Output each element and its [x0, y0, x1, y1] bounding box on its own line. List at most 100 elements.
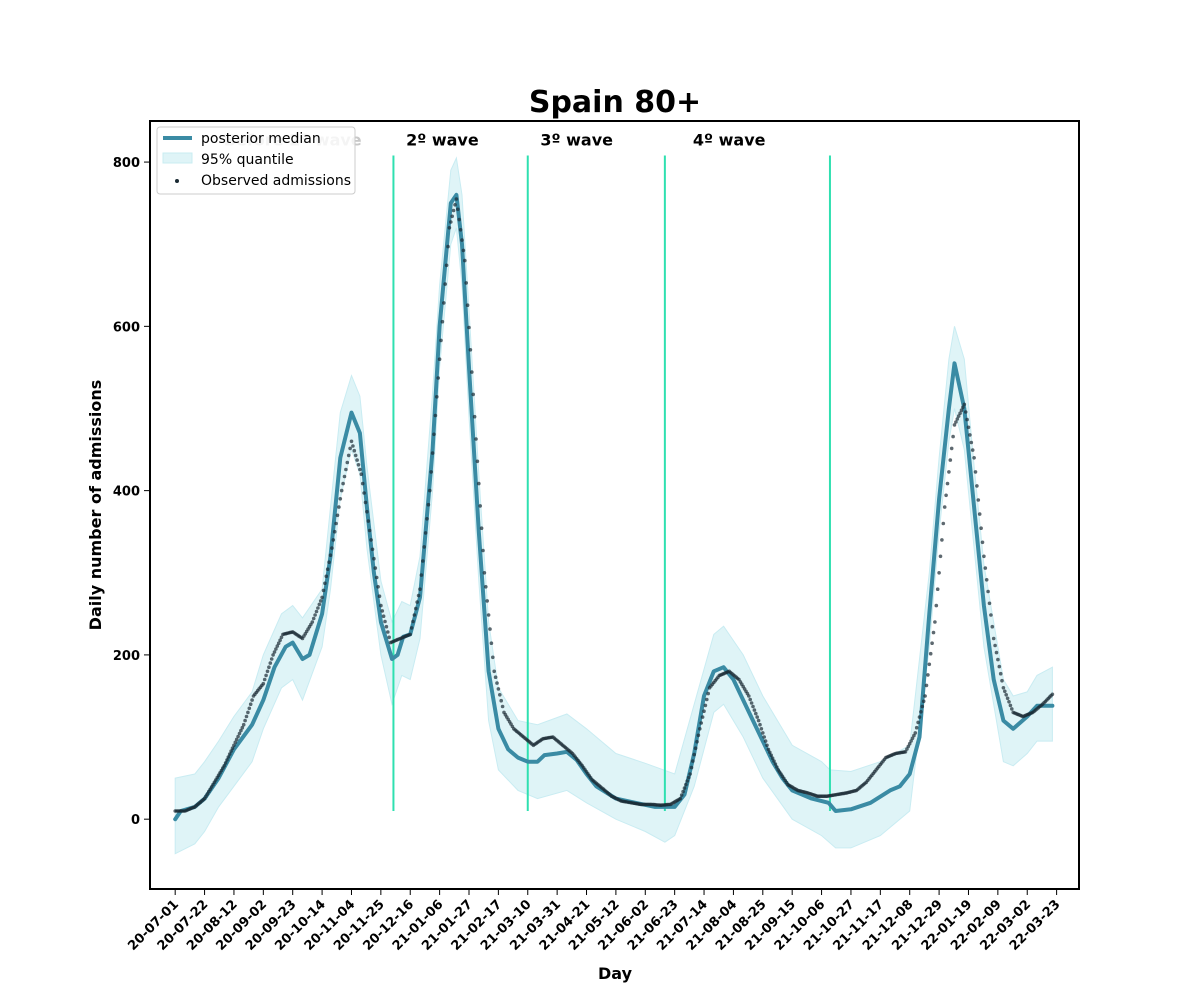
- observed-point-414: [752, 708, 757, 712]
- observed-point-129: [353, 453, 358, 458]
- observed-point-124: [346, 453, 351, 458]
- observed-point-200: [453, 203, 457, 207]
- observed-point-422: [763, 739, 768, 743]
- observed-point-533: [919, 710, 923, 714]
- observed-point-139: [367, 528, 372, 533]
- observed-point-216: [475, 459, 480, 464]
- observed-point-210: [467, 325, 471, 330]
- observed-point-592: [1001, 686, 1006, 690]
- observed-point-121: [342, 474, 347, 479]
- observed-point-583: [989, 613, 993, 617]
- observed-point-185: [432, 432, 436, 437]
- median-line-layer: [173, 192, 1055, 822]
- observed-point-379: [703, 703, 708, 708]
- observed-point-220: [481, 548, 485, 553]
- observed-point-532: [917, 715, 922, 719]
- observed-point-65: [264, 673, 268, 678]
- observed-point-197: [449, 220, 453, 224]
- observed-point-177: [421, 559, 425, 563]
- observed-point-110: [327, 560, 331, 564]
- observed-point-100: [313, 613, 317, 617]
- observed-point-370: [691, 759, 695, 763]
- observed-point-564: [962, 402, 967, 407]
- observed-point-559: [955, 417, 960, 421]
- observed-point-574: [976, 498, 981, 502]
- wave-label-3: 3º wave: [540, 131, 613, 150]
- observed-point-233: [499, 698, 504, 703]
- observed-point-122: [344, 467, 348, 472]
- observed-point-413: [751, 704, 755, 709]
- observed-point-148: [380, 609, 385, 613]
- observed-point-580: [984, 578, 989, 582]
- observed-point-169: [409, 626, 414, 630]
- observed-point-143: [373, 566, 378, 570]
- quantile-band: [174, 156, 1053, 855]
- observed-point-109: [325, 567, 330, 571]
- observed-point-211: [468, 348, 473, 352]
- observed-point-361: [678, 796, 683, 801]
- observed-point-213: [471, 392, 476, 397]
- observed-point-221: [482, 571, 487, 575]
- observed-point-76: [279, 635, 284, 640]
- observed-point-123: [345, 460, 350, 465]
- observed-point-554: [948, 458, 953, 462]
- y-tick-label-600: 600: [113, 320, 140, 335]
- observed-point-561: [958, 411, 962, 416]
- observed-point-146: [377, 594, 382, 598]
- observed-point-576: [979, 526, 983, 530]
- observed-point-186: [433, 413, 438, 418]
- observed-point-192: [442, 301, 446, 305]
- observed-point-227: [491, 655, 495, 660]
- observed-point-368: [688, 772, 692, 776]
- observed-point-52: [246, 710, 250, 715]
- observed-point-419: [759, 727, 764, 731]
- observed-points-layer: [173, 197, 1055, 813]
- legend-label-observed: Observed admissions: [201, 173, 351, 189]
- observed-point-362: [679, 793, 684, 797]
- observed-point-553: [947, 470, 951, 474]
- observed-point-199: [451, 208, 456, 213]
- observed-point-138: [366, 519, 371, 523]
- observed-point-66: [265, 669, 270, 674]
- observed-point-136: [363, 500, 368, 505]
- observed-point-73: [275, 644, 280, 648]
- legend-label-median: posterior median: [201, 131, 321, 147]
- observed-point-72: [274, 647, 278, 651]
- observed-point-534: [920, 704, 925, 709]
- observed-point-578: [982, 554, 986, 559]
- observed-point-189: [437, 357, 442, 362]
- observed-point-369: [689, 765, 694, 770]
- observed-point-525: [907, 741, 912, 746]
- observed-point-131: [356, 463, 361, 467]
- observed-point-48: [240, 725, 245, 730]
- observed-point-151: [384, 624, 389, 629]
- observed-point-67: [267, 665, 271, 669]
- observed-point-198: [450, 214, 455, 219]
- observed-point-172: [414, 606, 418, 611]
- observed-point-133: [359, 472, 364, 477]
- observed-point-128: [352, 448, 357, 453]
- observed-point-132: [358, 467, 362, 472]
- observed-point-597: [1008, 703, 1013, 708]
- observed-point-152: [386, 630, 390, 634]
- observed-point-427: [770, 756, 775, 760]
- observed-point-130: [355, 458, 359, 462]
- observed-point-174: [416, 593, 421, 598]
- observed-point-366: [685, 779, 690, 783]
- observed-point-144: [374, 575, 379, 580]
- y-axis-label: Daily number of admissions: [86, 380, 105, 631]
- observed-point-168: [408, 632, 413, 637]
- observed-point-193: [443, 282, 448, 286]
- observed-point-135: [362, 491, 366, 495]
- observed-point-117: [337, 505, 341, 509]
- observed-point-528: [912, 733, 916, 738]
- observed-point-587: [994, 650, 999, 655]
- observed-point-418: [758, 722, 762, 727]
- observed-point-378: [702, 709, 706, 713]
- observed-point-218: [478, 504, 483, 508]
- observed-point-420: [761, 731, 765, 735]
- observed-point-570: [970, 448, 975, 452]
- observed-point-63: [261, 681, 266, 686]
- observed-point-568: [968, 433, 972, 437]
